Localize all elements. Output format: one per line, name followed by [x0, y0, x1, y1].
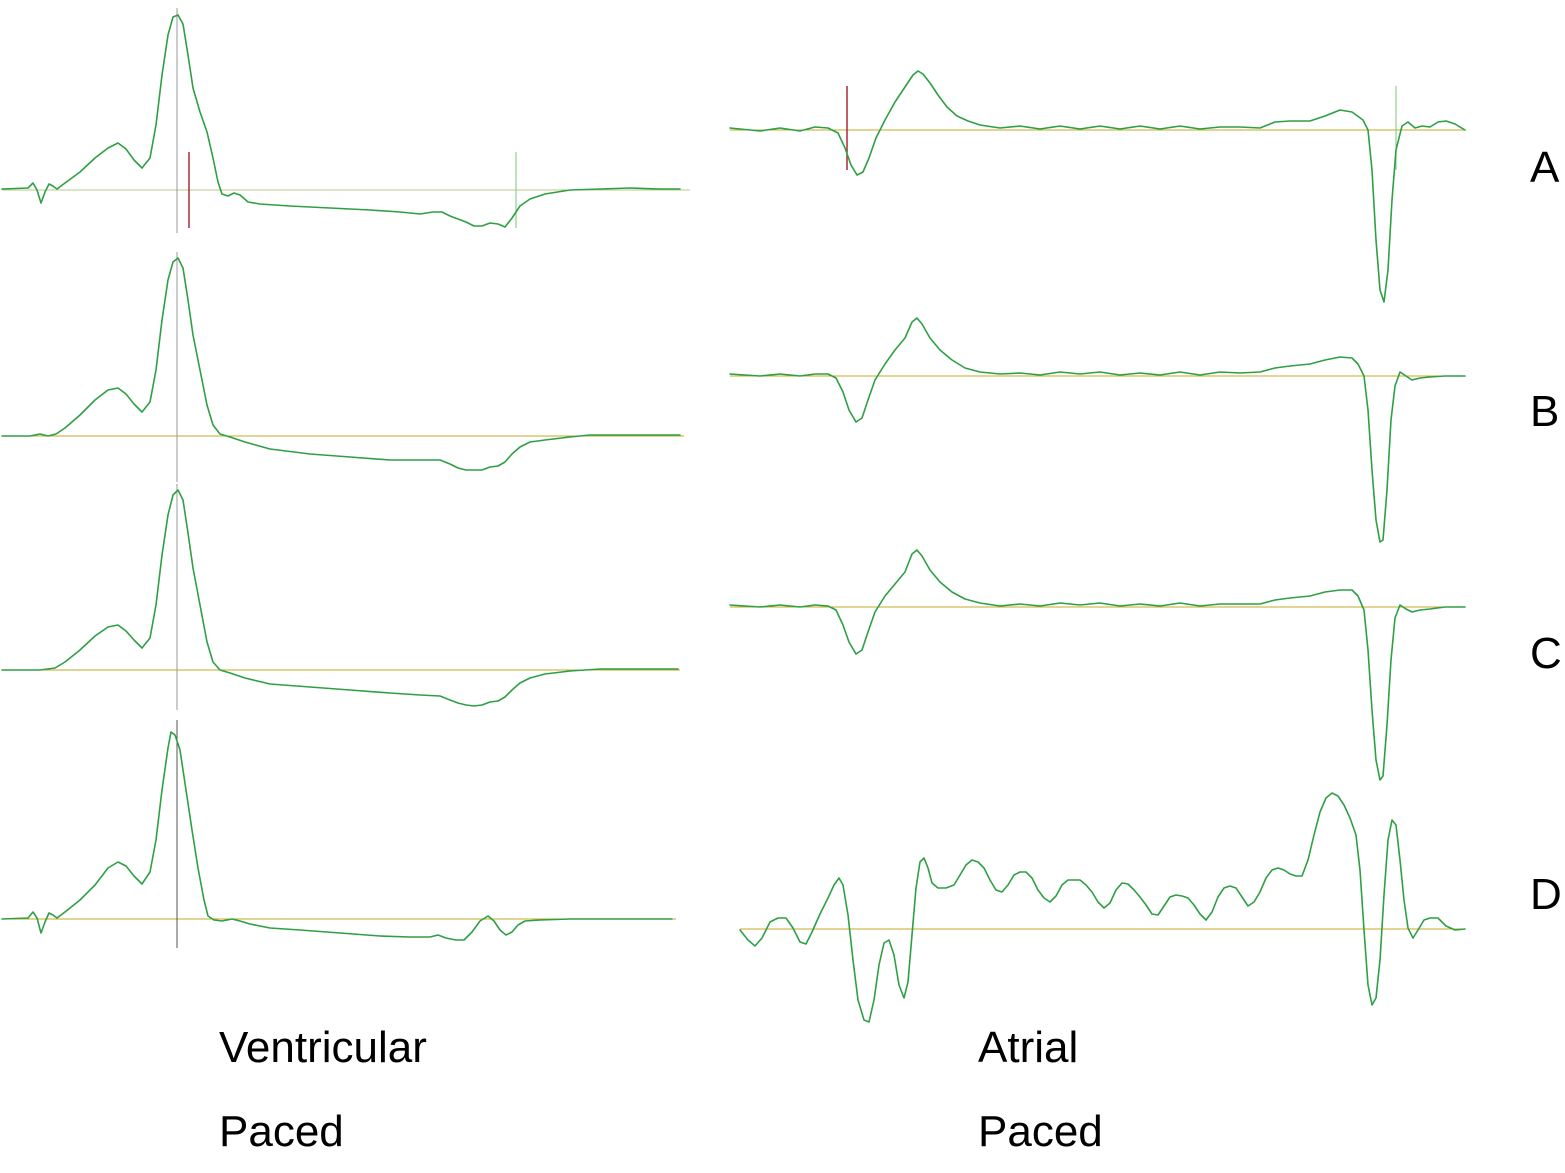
ventricular-trace-c [1, 489, 679, 707]
atrial-trace-b-group [729, 317, 1466, 543]
atrial-trace-c [729, 549, 1466, 781]
electrogram-figure [1, 8, 1466, 1023]
atrial-trace-a-group [729, 70, 1466, 303]
atrial-title-line1: Atrial [978, 1023, 1079, 1072]
ventricular-paced-title: Ventricular Paced [219, 1006, 427, 1173]
atrial-title-line2: Paced [978, 1106, 1103, 1156]
ventricular-trace-a-group [1, 8, 690, 233]
row-label-d: D [1530, 870, 1562, 919]
atrial-trace-b [729, 317, 1466, 543]
ventricular-trace-c-group [1, 484, 680, 710]
row-label-b: B [1530, 387, 1560, 436]
ventricular-trace-d-group [1, 720, 676, 948]
ventricular-title-line2: Paced [219, 1106, 344, 1156]
atrial-trace-c-group [729, 549, 1466, 781]
ventricular-trace-a [1, 14, 681, 228]
ventricular-trace-b [1, 257, 681, 471]
row-label-c: C [1530, 629, 1562, 678]
row-label-a: A [1530, 143, 1560, 192]
atrial-trace-d [739, 792, 1466, 1023]
ventricular-title-line1: Ventricular [219, 1023, 427, 1072]
atrial-trace-d-group [739, 792, 1466, 1023]
atrial-paced-title: Atrial Paced [978, 1006, 1103, 1173]
ventricular-trace-d [1, 731, 673, 941]
atrial-trace-a [729, 70, 1466, 303]
ventricular-trace-b-group [1, 252, 684, 482]
